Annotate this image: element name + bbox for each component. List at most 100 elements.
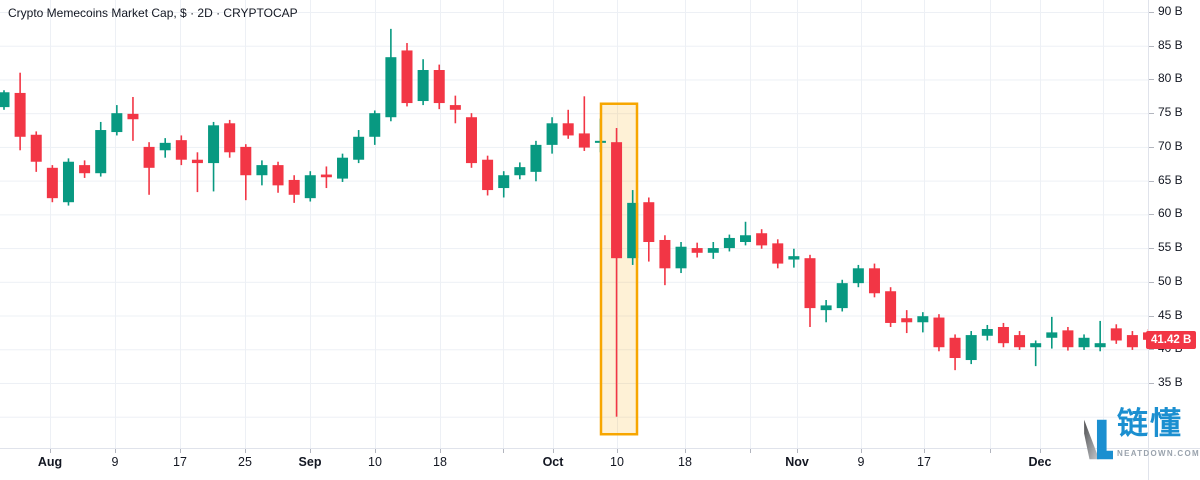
h-gridline — [0, 248, 1148, 250]
candle-body — [62, 161, 74, 203]
plot-svg — [0, 0, 1148, 448]
price-axis-tick — [1149, 382, 1154, 384]
price-axis-label: 90 B — [1158, 4, 1183, 18]
time-axis-tick — [990, 449, 991, 453]
candle-body — [320, 174, 332, 178]
candle-body — [1126, 335, 1138, 348]
v-gridline — [750, 0, 751, 448]
candle-body — [707, 248, 719, 253]
candle-body — [30, 134, 42, 162]
neatdown-logo-icon — [1084, 419, 1113, 460]
candle-body — [611, 142, 623, 259]
candle-body — [159, 142, 171, 151]
time-axis-day-label: 10 — [610, 455, 624, 469]
candle-body — [1143, 332, 1148, 340]
candle-body — [691, 248, 703, 253]
time-axis-day-label: 10 — [368, 455, 382, 469]
candle-body — [449, 105, 461, 110]
time-axis-tick — [375, 449, 376, 453]
time-axis-tick — [180, 449, 181, 453]
last-price-label: 41.42 B — [1146, 330, 1197, 349]
watermark-cn-text: 链懂 — [1117, 406, 1183, 441]
price-axis-label: 60 B — [1158, 206, 1183, 221]
v-gridline — [310, 0, 311, 448]
chart-legend-title: Crypto Memecoins Market Cap, $ · 2D · CR… — [8, 6, 298, 20]
candle-body — [981, 329, 993, 336]
price-axis-label: 70 B — [1158, 138, 1183, 153]
candle-body — [949, 337, 961, 359]
candle-body — [885, 291, 897, 323]
time-axis-day-label: 17 — [173, 455, 187, 469]
candle-body — [498, 175, 510, 189]
v-gridline — [180, 0, 181, 448]
price-axis-tick — [1149, 281, 1154, 283]
candle-wick — [744, 221, 747, 246]
time-axis[interactable]: Aug 9 17 25 Sep 10 18 Oct 10 18 Nov 9 17 Dec — [0, 448, 1200, 480]
candle-wick — [196, 152, 199, 193]
candle-body — [288, 179, 300, 195]
v-gridline — [440, 0, 441, 448]
candle-body — [756, 233, 768, 246]
price-axis-tick — [1149, 214, 1154, 216]
candle-body — [1078, 337, 1090, 348]
price-axis-tick — [1149, 248, 1154, 250]
candle-body — [1030, 343, 1042, 348]
candle-body — [852, 268, 864, 284]
candle-body — [820, 305, 832, 311]
v-gridline — [924, 0, 925, 448]
candle-body — [562, 123, 574, 136]
time-axis-tick — [617, 449, 618, 453]
candle-body — [353, 136, 365, 160]
time-axis-tick — [750, 449, 751, 453]
candle-body — [224, 123, 236, 153]
candle-body — [385, 57, 397, 118]
price-axis-label: 65 B — [1158, 172, 1183, 187]
time-axis-tick — [310, 449, 311, 453]
candle-body — [143, 146, 155, 168]
candle-body — [208, 125, 220, 164]
candle-body — [627, 202, 639, 259]
price-axis-label: 50 B — [1158, 273, 1183, 288]
price-axis-tick — [1149, 45, 1154, 47]
candle-body — [369, 113, 381, 137]
candle-body — [546, 123, 558, 145]
candle-body — [514, 167, 526, 176]
time-axis-tick — [115, 449, 116, 453]
candle-body — [433, 70, 445, 104]
h-gridline — [0, 382, 1148, 384]
h-gridline — [0, 349, 1148, 351]
h-gridline — [0, 113, 1148, 115]
time-axis-tick — [924, 449, 925, 453]
watermark-site-text: NEATDOWN.COM — [1117, 449, 1200, 458]
candle-wick — [825, 300, 827, 323]
v-gridline — [990, 0, 991, 448]
candle-body — [482, 159, 494, 191]
candle-body — [175, 140, 187, 160]
candle-body — [997, 326, 1009, 344]
time-axis-month-label: Dec — [1028, 455, 1052, 469]
candle-body — [79, 165, 91, 174]
v-gridline — [553, 0, 554, 448]
candle-body — [965, 335, 977, 361]
candle-body — [868, 268, 880, 294]
price-axis-tick — [1149, 12, 1154, 13]
candle-wick — [1099, 320, 1101, 352]
v-gridline — [50, 0, 51, 448]
price-axis-label: 75 B — [1158, 105, 1183, 120]
time-axis-tick — [440, 449, 441, 453]
v-gridline — [1103, 0, 1104, 448]
candle-body — [675, 246, 687, 269]
price-axis-tick — [1149, 349, 1154, 351]
candle-body — [0, 92, 10, 108]
v-gridline — [115, 0, 116, 448]
candle-body — [901, 318, 913, 323]
candle-wick — [148, 142, 150, 195]
candle-body — [578, 133, 590, 148]
candle-body — [256, 165, 268, 176]
candlestick-chart-canvas[interactable] — [0, 0, 1148, 448]
candle-body — [1094, 343, 1106, 348]
h-gridline — [0, 416, 1148, 418]
candle-wick — [583, 96, 586, 151]
v-gridline — [245, 0, 246, 448]
h-gridline — [0, 79, 1148, 81]
